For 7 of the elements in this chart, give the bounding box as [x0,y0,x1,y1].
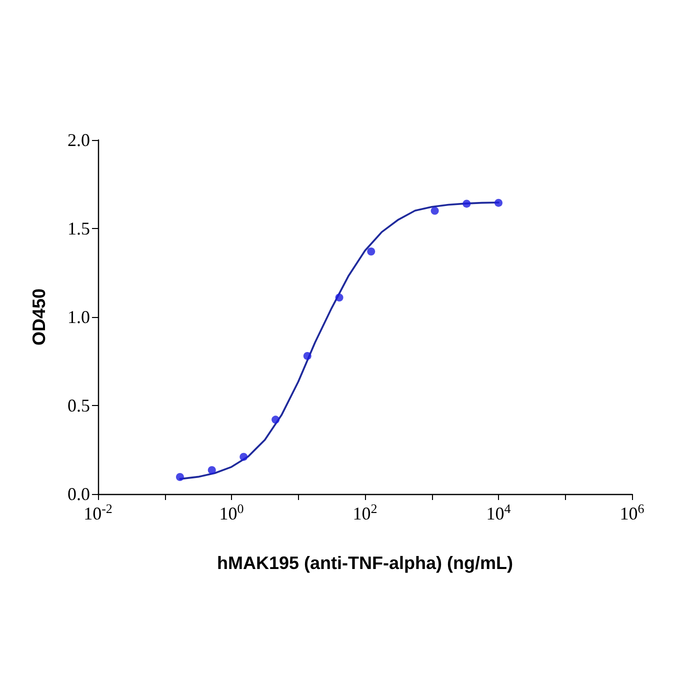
y-tick-label: 1.5 [68,218,90,238]
y-tick-label: 1.0 [68,307,90,327]
y-tick-label: 2.0 [68,130,90,150]
y-tick-label: 0.5 [68,396,90,416]
y-axis-title: OD450 [29,288,49,346]
x-axis-title: hMAK195 (anti-TNF-alpha) (ng/mL) [217,553,513,573]
y-tick-label: 0.0 [68,484,90,504]
